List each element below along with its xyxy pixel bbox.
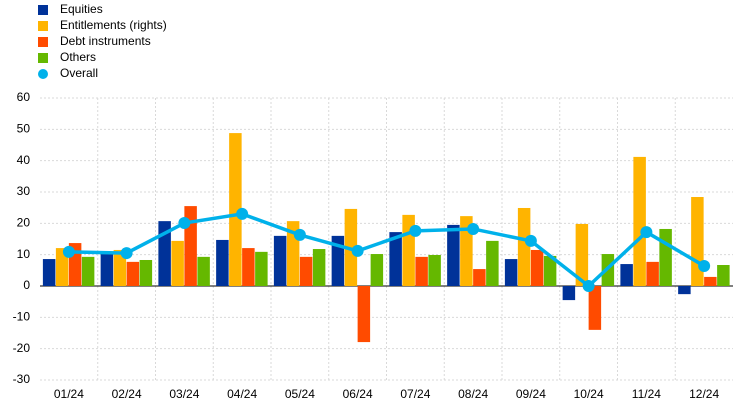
y-tick-label: 50 <box>17 122 31 136</box>
x-tick-label: 05/24 <box>285 387 315 401</box>
y-tick-label: 30 <box>17 184 31 198</box>
bar <box>486 240 499 286</box>
bar <box>389 232 402 286</box>
bar <box>126 261 140 286</box>
bar <box>42 259 56 286</box>
bar <box>678 286 691 295</box>
bar <box>530 249 544 286</box>
y-tick-label: 10 <box>17 247 31 261</box>
line-marker <box>524 234 537 247</box>
bar <box>255 251 268 286</box>
y-tick-label: 0 <box>23 278 30 292</box>
x-tick-label: 04/24 <box>227 387 257 401</box>
x-tick-label: 08/24 <box>458 387 488 401</box>
bar <box>81 256 95 286</box>
bar <box>299 256 313 286</box>
x-tick-label: 01/24 <box>54 387 84 401</box>
line <box>68 212 706 289</box>
x-tick-label: 07/24 <box>400 387 430 401</box>
bar <box>370 254 384 286</box>
bar <box>633 156 646 286</box>
x-tick-label: 03/24 <box>169 387 199 401</box>
line-marker <box>467 222 480 235</box>
bar <box>543 255 557 286</box>
bar <box>691 197 704 286</box>
line-marker <box>640 226 653 239</box>
x-tick-label: 11/24 <box>632 387 661 401</box>
line-marker <box>62 245 75 258</box>
bar <box>717 265 730 286</box>
line-marker <box>236 207 249 220</box>
bar <box>242 248 255 286</box>
bar <box>158 221 171 286</box>
bar <box>216 239 229 286</box>
bar <box>171 240 184 286</box>
x-tick-label: 06/24 <box>343 387 373 401</box>
bar <box>139 259 153 286</box>
bar <box>620 264 633 286</box>
bar <box>312 249 326 286</box>
y-tick-label: -10 <box>13 310 31 324</box>
bar <box>659 228 672 286</box>
legend-label: Overall <box>60 66 98 80</box>
y-tick-label: -20 <box>13 341 31 355</box>
bar <box>504 259 518 286</box>
y-tick-label: 20 <box>17 216 31 230</box>
x-tick-label: 09/24 <box>516 387 546 401</box>
bar <box>273 235 287 286</box>
legend-swatch <box>38 21 48 31</box>
bar <box>575 223 589 286</box>
line-marker <box>351 244 364 257</box>
legend-label: Entitlements (rights) <box>60 18 167 32</box>
bar <box>100 254 114 286</box>
bar <box>357 286 371 343</box>
legend-swatch <box>38 5 48 15</box>
x-tick-label: 12/24 <box>689 387 719 401</box>
bar <box>331 235 345 286</box>
legend-label: Equities <box>60 2 103 16</box>
bar <box>588 286 602 330</box>
bar <box>428 254 441 286</box>
line-marker <box>178 217 191 230</box>
bar <box>704 276 717 286</box>
bar <box>229 133 242 286</box>
line-marker <box>698 259 711 272</box>
bar <box>55 248 69 286</box>
y-tick-label: 40 <box>17 153 31 167</box>
legend-label: Debt instruments <box>60 34 151 48</box>
bar <box>447 224 460 286</box>
bar <box>646 261 659 286</box>
bar <box>517 207 531 286</box>
bar <box>197 256 210 286</box>
line-marker <box>120 247 133 260</box>
bar <box>113 249 127 286</box>
bar <box>562 286 576 301</box>
line-marker <box>582 280 595 292</box>
y-tick-label: -30 <box>13 372 31 386</box>
line-marker <box>293 228 306 241</box>
legend-marker <box>38 69 48 79</box>
legend-swatch <box>38 53 48 63</box>
legend-swatch <box>38 37 48 47</box>
x-tick-label: 10/24 <box>574 387 604 401</box>
line-marker <box>409 224 422 237</box>
x-tick-label: 02/24 <box>112 387 142 401</box>
bar <box>415 256 428 286</box>
bar <box>473 269 486 286</box>
y-tick-label: 60 <box>17 90 31 104</box>
legend-label: Others <box>60 50 96 64</box>
